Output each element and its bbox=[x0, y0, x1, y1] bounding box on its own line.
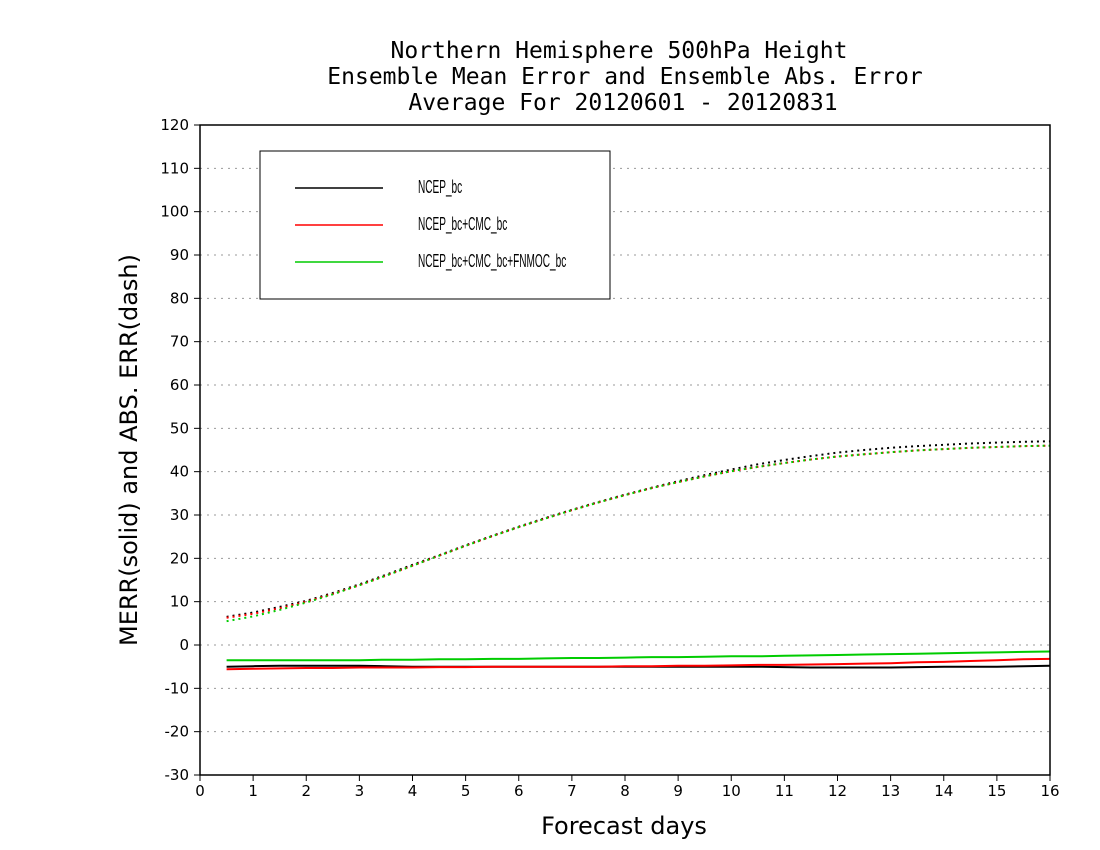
y-tick-label: 30 bbox=[170, 506, 189, 524]
x-axis-label: Forecast days bbox=[541, 812, 707, 840]
chart-title-line-1: Northern Hemisphere 500hPa Height bbox=[391, 38, 848, 64]
x-tick-label: 13 bbox=[881, 782, 900, 800]
x-tick-label: 4 bbox=[408, 782, 418, 800]
series-1-abs-err-line bbox=[226, 444, 1051, 619]
y-tick-label: 10 bbox=[170, 593, 189, 611]
series-layer bbox=[226, 440, 1051, 671]
y-tick-label: 90 bbox=[170, 246, 189, 264]
x-tick-label: 1 bbox=[248, 782, 258, 800]
x-tick-label: 7 bbox=[567, 782, 577, 800]
y-tick-label: 110 bbox=[160, 159, 189, 177]
series-1-merr-line bbox=[226, 657, 1051, 671]
y-tick-label: 120 bbox=[160, 116, 189, 134]
y-tick-label: 70 bbox=[170, 333, 189, 351]
series-0-abs-err-line bbox=[226, 440, 1051, 618]
legend-label-ncep-cmc: NCEP_bc+CMC_bc bbox=[418, 214, 508, 235]
y-tick-label: 60 bbox=[170, 376, 189, 394]
legend-label-ncep-bc: NCEP_bc bbox=[418, 177, 462, 198]
chart-title-line-2: Ensemble Mean Error and Ensemble Abs. Er… bbox=[327, 64, 922, 90]
series-2-merr-line bbox=[226, 650, 1051, 662]
y-tick-label: 20 bbox=[170, 549, 189, 567]
x-tick-label: 9 bbox=[673, 782, 683, 800]
x-axis: 0 1 2 3 4 5 6 7 8 9 10 11 12 13 14 15 16 bbox=[195, 775, 1060, 800]
x-tick-label: 8 bbox=[620, 782, 630, 800]
x-tick-label: 10 bbox=[722, 782, 741, 800]
y-axis-label: MERR(solid) and ABS. ERR(dash) bbox=[115, 254, 143, 646]
series-2-abs-err-line bbox=[226, 444, 1051, 623]
y-tick-label: 0 bbox=[179, 636, 189, 654]
x-tick-label: 14 bbox=[934, 782, 953, 800]
legend-label-ncep-cmc-fnmoc: NCEP_bc+CMC_bc+FNMOC_bc bbox=[418, 251, 567, 272]
x-tick-label: 0 bbox=[195, 782, 205, 800]
x-tick-label: 15 bbox=[987, 782, 1006, 800]
x-tick-label: 6 bbox=[514, 782, 524, 800]
y-tick-label: -20 bbox=[165, 723, 190, 741]
chart-title-line-3: Average For 20120601 - 20120831 bbox=[408, 90, 837, 116]
legend: NCEP_bc NCEP_bc+CMC_bc NCEP_bc+CMC_bc+FN… bbox=[259, 150, 611, 300]
x-tick-label: 5 bbox=[461, 782, 471, 800]
x-tick-label: 2 bbox=[301, 782, 311, 800]
x-tick-label: 11 bbox=[775, 782, 794, 800]
y-tick-label: 80 bbox=[170, 289, 189, 307]
x-tick-label: 16 bbox=[1040, 782, 1059, 800]
y-tick-label: 40 bbox=[170, 463, 189, 481]
y-tick-label: -10 bbox=[165, 679, 190, 697]
y-tick-label: -30 bbox=[165, 766, 190, 784]
y-tick-label: 50 bbox=[170, 419, 189, 437]
y-tick-label: 100 bbox=[160, 203, 189, 221]
x-tick-label: 3 bbox=[355, 782, 365, 800]
x-tick-label: 12 bbox=[828, 782, 847, 800]
